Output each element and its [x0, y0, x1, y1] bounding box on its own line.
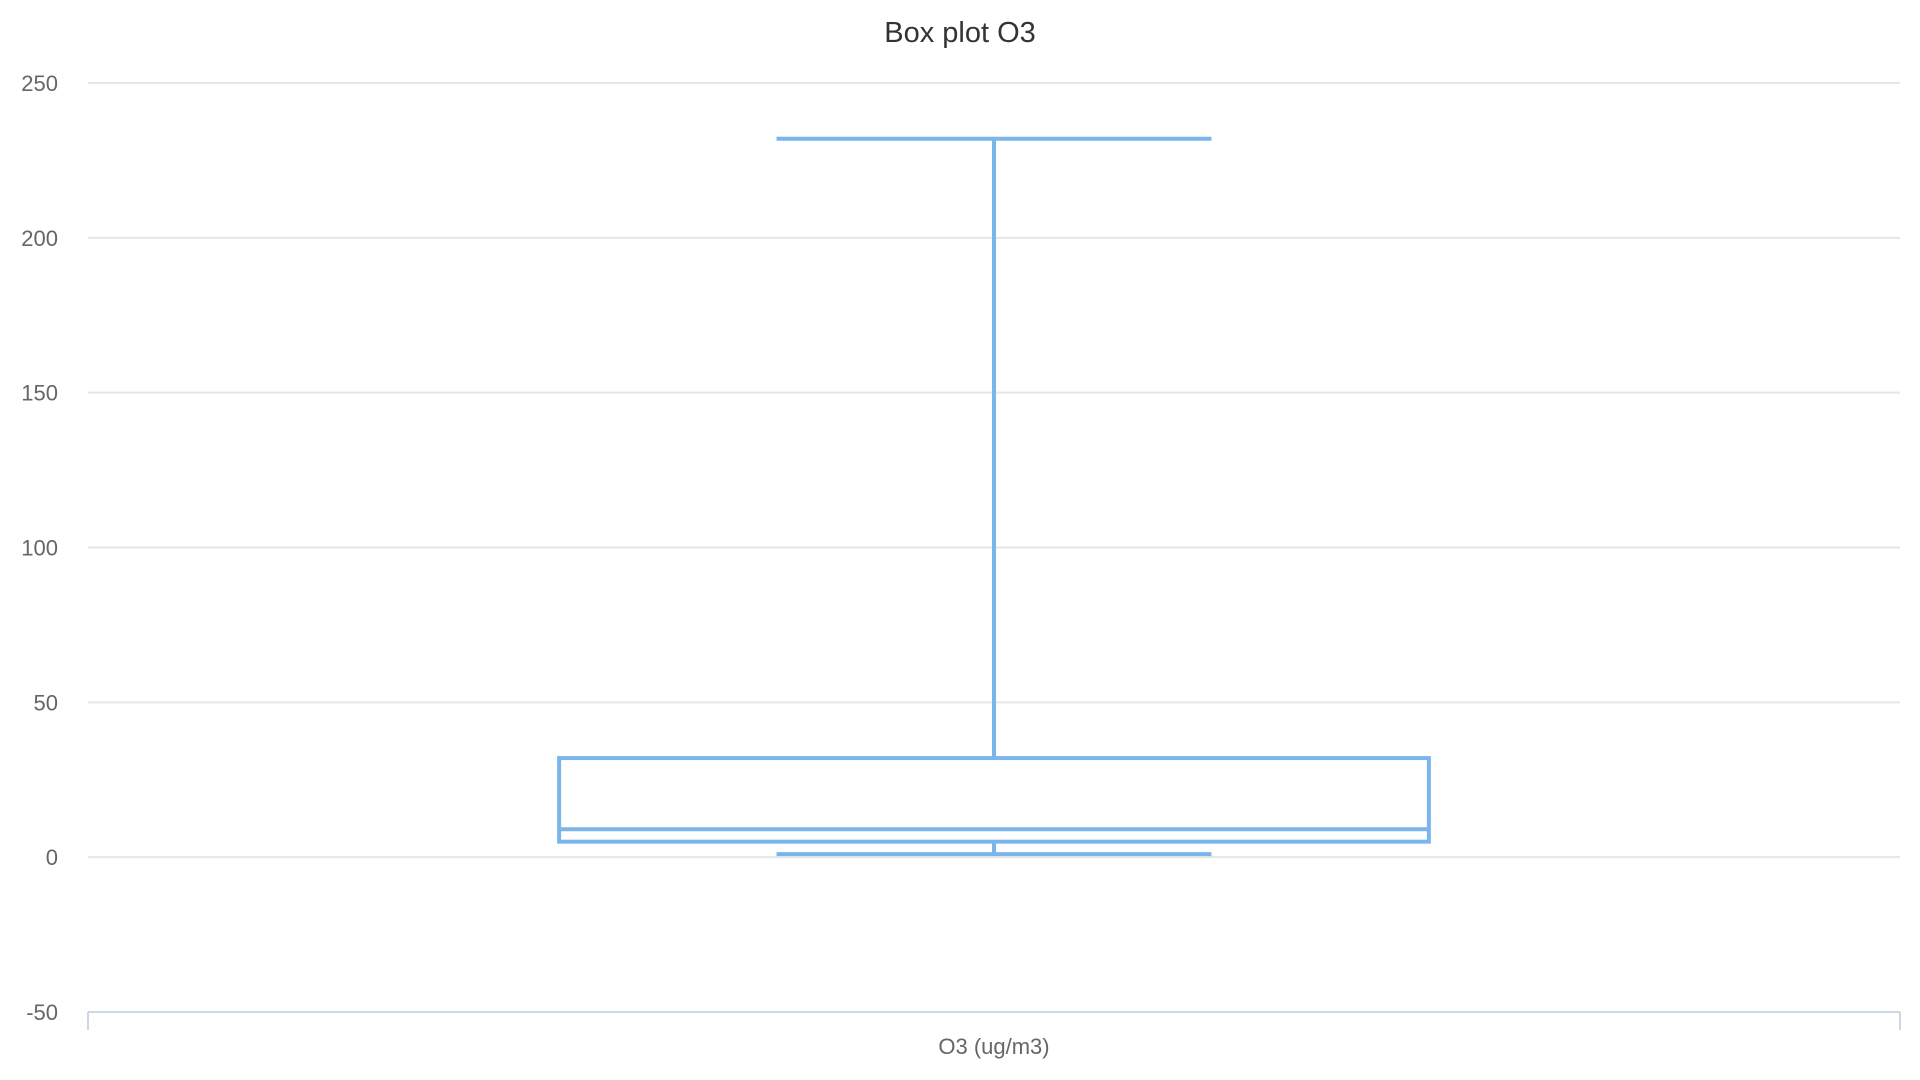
- y-tick-label: 150: [21, 381, 58, 406]
- y-tick-label: 250: [21, 71, 58, 96]
- y-tick-label: -50: [26, 1000, 58, 1025]
- y-axis-tick-labels: -50 0 50 100 150 200 250: [21, 71, 58, 1025]
- y-tick-label: 200: [21, 226, 58, 251]
- y-tick-label: 0: [46, 845, 58, 870]
- x-category-label: O3 (ug/m3): [938, 1034, 1049, 1059]
- boxplot-series: [557, 136, 1431, 857]
- y-tick-label: 50: [34, 690, 58, 715]
- chart-title: Box plot O3: [884, 17, 1036, 49]
- iqr-box: [557, 756, 1431, 844]
- y-tick-label: 100: [21, 536, 58, 561]
- x-axis-category-labels: O3 (ug/m3): [938, 1034, 1049, 1059]
